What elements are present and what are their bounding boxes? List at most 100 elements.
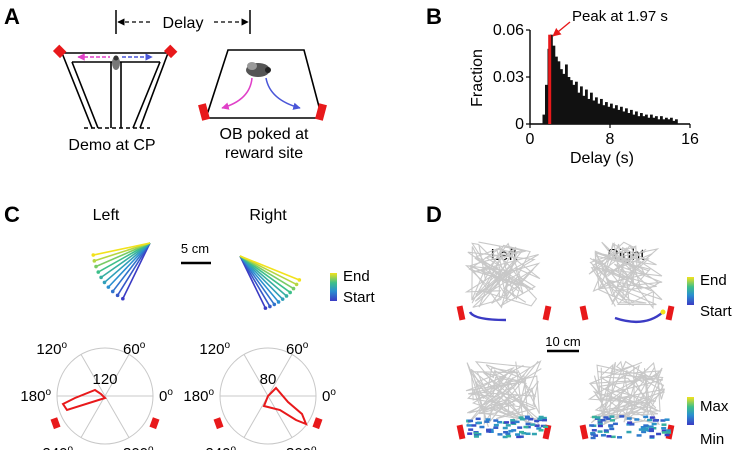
b-bar xyxy=(620,106,623,124)
polar-angle-label: 0o xyxy=(159,387,173,405)
d-density-cell xyxy=(626,430,632,434)
b-bar xyxy=(672,120,676,124)
c-left-vector xyxy=(95,242,151,268)
d-density-cell xyxy=(617,436,623,439)
c-left-vector-head xyxy=(110,289,115,294)
polar-port-left xyxy=(213,417,224,430)
d-density-cell xyxy=(636,434,642,437)
d-density-cell xyxy=(606,417,612,421)
b-bar xyxy=(585,89,588,124)
d-density-cell xyxy=(590,436,596,440)
polar-angle-label: 300o xyxy=(286,444,317,450)
b-bar xyxy=(632,114,636,124)
c-right-vector-head xyxy=(280,297,285,301)
b-bar xyxy=(612,108,616,124)
d-gray-track xyxy=(469,241,531,298)
b-bar xyxy=(617,109,621,124)
c-left-vector-head xyxy=(96,270,101,274)
c-left-vector-head xyxy=(115,293,120,298)
d-density-cell xyxy=(606,435,612,438)
c-left-vector xyxy=(122,242,151,300)
c-right-vector xyxy=(239,255,275,305)
d-density-cell xyxy=(484,420,490,423)
polar-angle-label: 60o xyxy=(123,340,146,358)
c-right-vector-head xyxy=(288,290,292,295)
d-gray-track xyxy=(589,360,664,417)
b-bar xyxy=(610,103,613,124)
b-bar xyxy=(565,64,568,124)
d-density-cell xyxy=(531,432,537,436)
d-density-cell xyxy=(666,431,672,434)
d-density-cell xyxy=(603,416,609,419)
b-bar xyxy=(635,111,638,124)
panel-b-letter: B xyxy=(426,4,442,29)
d-gray-track xyxy=(596,256,657,301)
d-density-cell xyxy=(612,422,618,426)
d-density-cell xyxy=(634,418,640,421)
d-density-cell xyxy=(542,418,548,422)
d-density-cell xyxy=(664,433,670,437)
c-right-vector-head xyxy=(284,294,289,298)
b-bar xyxy=(650,114,653,124)
d-path-end xyxy=(660,309,666,315)
b-bar xyxy=(630,109,633,124)
panel-a-letter: A xyxy=(4,4,20,29)
d-colorbar-start: Start xyxy=(700,303,733,320)
b-peak-line xyxy=(548,34,552,125)
polar-port-right xyxy=(149,417,160,430)
c-left-title: Left xyxy=(93,207,120,224)
d-colorbar-max: Max xyxy=(700,398,729,415)
d-density-cell xyxy=(502,426,508,430)
b-bar xyxy=(665,117,668,124)
d-density-cell xyxy=(476,421,482,425)
b-ylabel: Fraction xyxy=(469,49,486,107)
d-port-left xyxy=(456,424,466,440)
d-density-cell xyxy=(600,418,606,422)
b-xtick-label: 0 xyxy=(526,131,535,148)
b-bar xyxy=(595,97,598,124)
b-bar xyxy=(555,56,558,125)
b-bar xyxy=(642,116,646,124)
d-arena-3 xyxy=(456,359,552,440)
c-left-vector-head xyxy=(94,264,98,269)
b-bar xyxy=(637,116,641,124)
d-gray-track xyxy=(464,246,522,304)
d-density-cell xyxy=(502,435,508,439)
d-density-cell xyxy=(488,428,494,432)
polar-radius-label: 80 xyxy=(260,371,277,388)
b-bar xyxy=(560,69,563,124)
d-port-right xyxy=(665,305,675,321)
d-density-cell xyxy=(523,425,529,429)
d-density-cell xyxy=(647,418,653,422)
c-right-vector xyxy=(239,255,300,281)
d-density-cell xyxy=(661,426,667,430)
d-density-cell xyxy=(497,420,503,424)
b-bar xyxy=(590,92,593,124)
c-right-title: Right xyxy=(249,207,287,224)
b-bar xyxy=(567,77,571,124)
c-left-vector xyxy=(103,242,151,284)
d-density-cell xyxy=(654,418,660,422)
polar-angle-label: 0o xyxy=(322,387,336,405)
d-port-left xyxy=(579,424,589,440)
panel-c-letter: C xyxy=(4,202,20,227)
observer-reward-port-right xyxy=(315,103,327,121)
d-density-cell xyxy=(518,435,524,438)
d-density-cell xyxy=(651,422,657,426)
polar-angle-label: 120o xyxy=(199,340,230,358)
polar-angle-label: 180o xyxy=(183,387,214,405)
d-density-cell xyxy=(648,429,654,433)
d-density-cell xyxy=(603,430,609,434)
d-colorbar-path xyxy=(687,277,694,305)
d-trajectory-maps xyxy=(456,241,675,440)
b-bar xyxy=(602,105,606,124)
d-density-cell xyxy=(649,435,655,438)
d-scale-label: 10 cm xyxy=(545,334,580,349)
c-right-vector-head xyxy=(268,304,272,309)
d-density-cell xyxy=(505,432,511,436)
b-bar xyxy=(557,61,561,124)
b-bar xyxy=(577,92,581,124)
b-bar xyxy=(667,119,671,124)
d-density-cell xyxy=(626,423,632,426)
